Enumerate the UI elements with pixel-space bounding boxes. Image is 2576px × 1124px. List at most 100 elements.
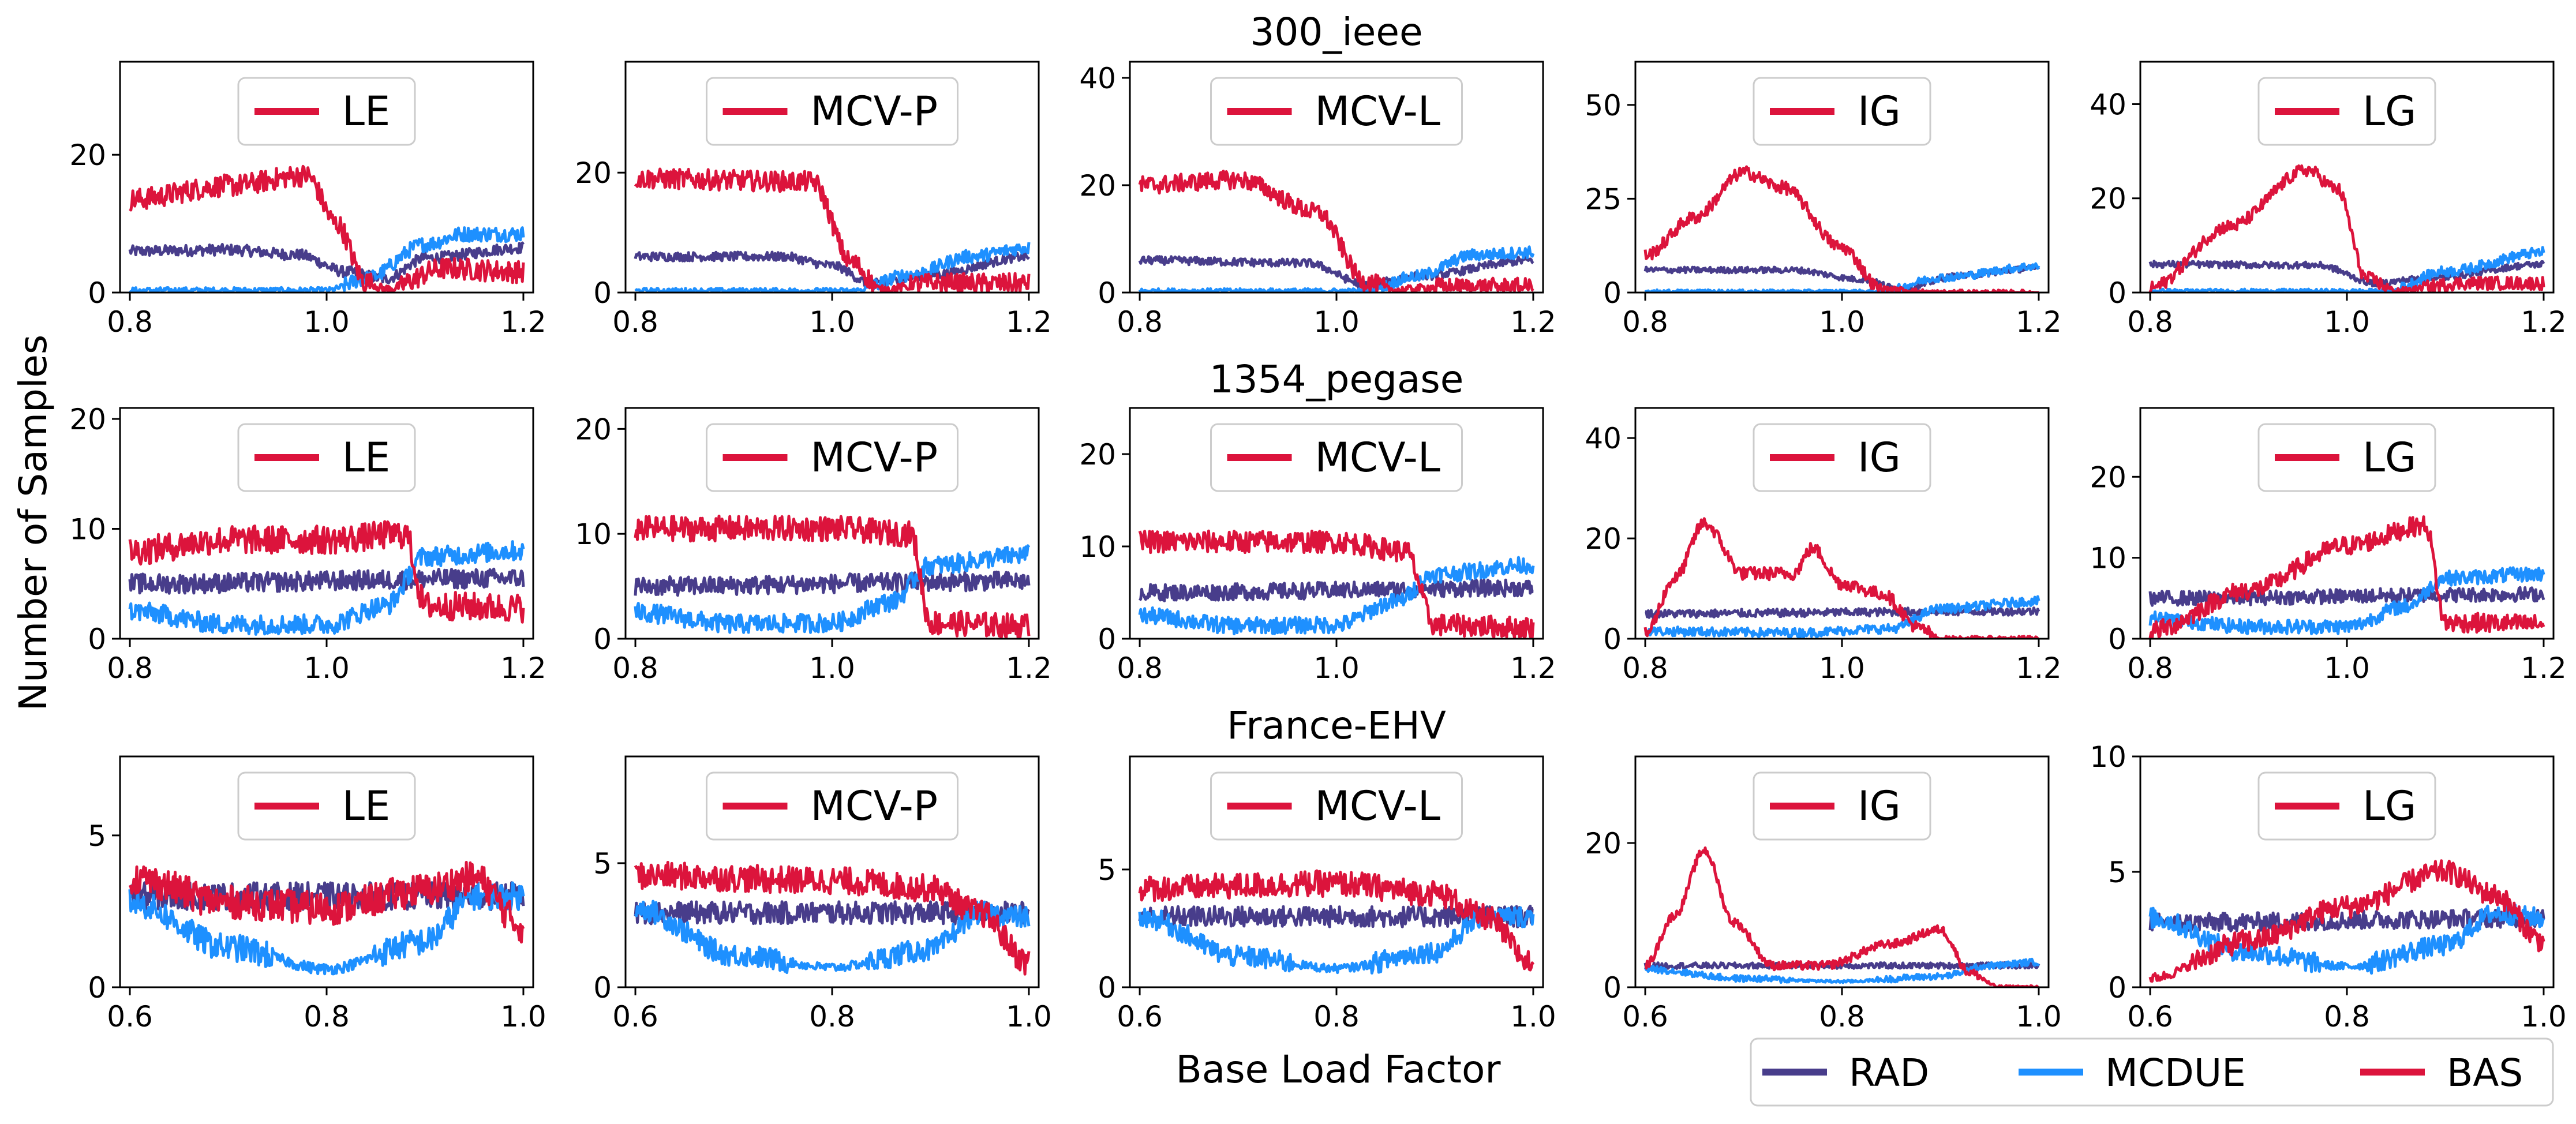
x-tick-label: 0.6 [2127,1000,2173,1033]
panel-legend-box [237,423,416,492]
x-tick-label: 1.2 [1006,305,1052,339]
panel-france-ehv-mcv-l: 0.6 0.8 1.0 0 5 MCV-L [1098,755,1556,1033]
row-titles-layer: 300_ieee 1354_pegase France-EHV [1210,10,1464,748]
plot-area [2148,515,2545,639]
x-tick-label: 0.6 [1117,1000,1163,1033]
y-tick-label: 20 [1585,827,1622,860]
panel-legend: IG [1753,77,1931,146]
series-line-mcdue [1643,957,2040,984]
x-tick-label: 1.0 [1819,305,1865,339]
series-line-bas [1138,170,1534,293]
row-title-france-ehv: France-EHV [1227,703,1446,748]
x-tick-label: 1.0 [809,651,855,685]
panel-1354-pegase-ig: 0.8 1.0 1.2 0 20 40 IG [1585,407,2062,685]
y-tick-label: 20 [2090,182,2126,216]
y-tick-label: 0 [1603,623,1622,656]
series-line-mcdue [128,881,525,976]
panel-legend: MCV-P [706,423,958,492]
y-tick-label: 50 [1585,89,1622,122]
y-tick-label: 20 [1079,169,1116,203]
x-tick-label: 1.0 [2016,1000,2062,1033]
y-tick-label: 20 [1079,438,1116,471]
x-tick-label: 1.2 [1006,651,1052,685]
x-tick-label: 0.6 [612,1000,658,1033]
x-tick-label: 0.8 [612,305,658,339]
x-tick-label: 0.6 [107,1000,153,1033]
x-tick-label: 0.8 [1622,305,1668,339]
x-tick-label: 1.2 [2016,305,2062,339]
row-title-1354-pegase: 1354_pegase [1210,357,1464,402]
panels-layer: 0.8 1.0 1.2 0 20 LE 0.8 1.0 1.2 0 20 MCV-P 0.8 1.0 1.2… [69,61,2567,1033]
y-tick-label: 40 [1079,62,1116,95]
series-line-mcdue [1138,245,1535,293]
panel-legend: IG [1753,423,1931,492]
panel-legend-label: MCV-L [1315,782,1440,830]
y-tick-label: 40 [1585,422,1622,455]
series-line-bas [1138,529,1535,639]
panel-legend-label: IG [1858,434,1901,481]
series-line-mcdue [128,540,525,636]
y-tick-label: 0 [88,971,106,1005]
y-tick-label: 5 [2108,856,2126,889]
panel-legend-label: LG [2362,434,2416,481]
x-tick-label: 1.2 [2521,651,2567,685]
plot-area [634,514,1031,639]
x-tick-label: 0.8 [1819,1000,1865,1033]
panel-legend-label: IG [1858,782,1901,830]
x-tick-label: 1.0 [1313,305,1360,339]
plot-area [1138,170,1535,293]
panel-legend-label: MCV-P [811,434,938,481]
x-tick-label: 1.0 [1819,651,1865,685]
x-tick-label: 1.0 [304,651,350,685]
panel-legend-label: MCV-P [811,88,938,135]
x-tick-label: 0.8 [1117,651,1163,685]
panel-legend: LE [237,771,416,841]
x-tick-label: 1.2 [2521,305,2567,339]
panel-legend-box [1753,423,1931,492]
panel-legend-box [706,771,958,841]
plot-area [2148,164,2545,293]
panel-legend-box [1210,77,1463,146]
row-title-300-ieee: 300_ieee [1250,10,1422,54]
plot-area [128,520,525,636]
series-line-rad [1645,606,2040,619]
series-line-mcdue [634,900,1031,975]
plot-area [1138,529,1535,639]
panel-legend-box [1753,771,1931,841]
x-tick-label: 0.8 [304,1000,350,1033]
y-tick-label: 0 [593,276,612,310]
y-tick-label: 40 [2090,88,2126,121]
y-tick-label: 0 [2108,623,2126,656]
y-tick-label: 0 [593,623,612,656]
series-line-rad [2148,260,2545,288]
panel-legend-label: LE [342,88,390,135]
x-tick-label: 0.8 [809,1000,855,1033]
series-line-rad [2148,908,2545,932]
panel-1354-pegase-mcv-p: 0.8 1.0 1.2 0 10 20 MCV-P [575,407,1052,685]
panel-legend-label: MCV-P [811,782,938,830]
x-tick-label: 1.2 [500,651,546,685]
panel-legend-box [706,77,958,146]
panel-france-ehv-ig: 0.6 0.8 1.0 0 20 IG [1585,755,2062,1033]
panel-legend-box [706,423,958,492]
panel-legend-box [1210,423,1463,492]
y-tick-label: 5 [593,847,612,881]
panel-300-ieee-mcv-l: 0.8 1.0 1.2 0 20 40 MCV-L [1079,61,1556,339]
panel-legend-label: LE [342,434,390,481]
series-line-bas [1643,517,2039,639]
y-tick-label: 0 [1603,276,1622,310]
y-tick-label: 25 [1585,182,1622,216]
y-tick-label: 0 [88,276,106,310]
y-tick-label: 0 [1098,623,1116,656]
panel-legend: MCV-L [1210,771,1463,841]
y-tick-label: 10 [2090,542,2126,575]
panel-1354-pegase-mcv-l: 0.8 1.0 1.2 0 10 20 MCV-L [1079,407,1556,685]
panel-legend-box [1210,771,1463,841]
y-tick-label: 20 [575,156,612,190]
plot-area [2148,859,2545,983]
x-tick-label: 0.8 [2127,305,2173,339]
series-line-mcdue [634,544,1031,634]
panel-300-ieee-ig: 0.8 1.0 1.2 0 25 50 IG [1585,61,2062,339]
panel-legend-box [2257,77,2436,146]
